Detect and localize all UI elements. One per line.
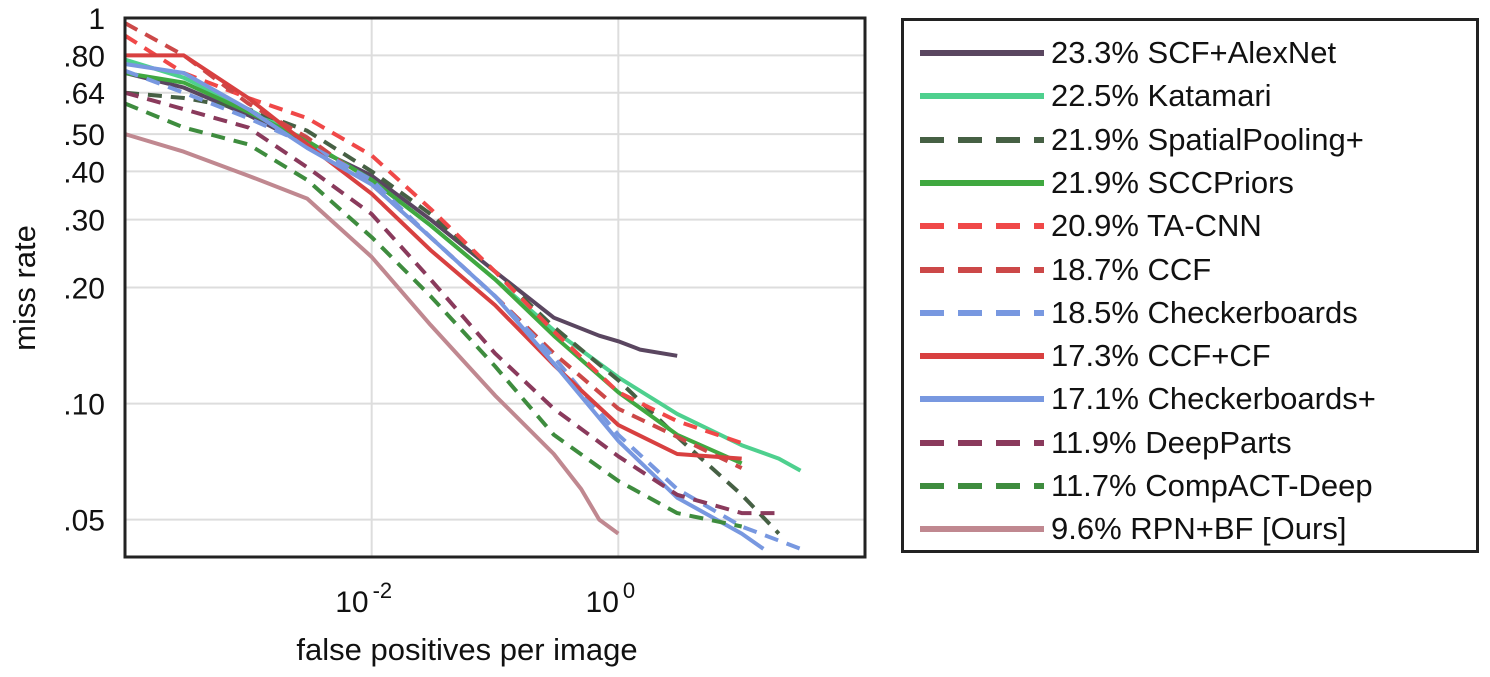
x-axis-label: false positives per image (296, 632, 637, 667)
legend-swatch (920, 396, 1044, 403)
y-axis-label: miss rate (7, 225, 42, 351)
legend-label: 11.9% DeepParts (1051, 424, 1292, 460)
grid-lines (125, 17, 865, 557)
y-tick-label: .50 (63, 119, 105, 152)
legend-item: 18.7% CCF (904, 250, 1464, 290)
legend-item: 20.9% TA-CNN (904, 206, 1464, 246)
legend-swatch (920, 179, 1044, 186)
legend-swatch (920, 136, 1044, 143)
legend-label: 21.9% SpatialPooling+ (1051, 121, 1364, 157)
y-tick-label: .40 (63, 156, 105, 189)
legend-item: 18.5% Checkerboards (904, 293, 1464, 333)
legend-item: 23.3% SCF+AlexNet (904, 33, 1464, 73)
legend-swatch (920, 266, 1044, 273)
legend-label: 21.9% SCCPriors (1051, 164, 1294, 200)
legend-item: 22.5% Katamari (904, 76, 1464, 116)
legend-swatch (920, 50, 1044, 56)
legend-label: 17.1% Checkerboards+ (1051, 381, 1376, 417)
series-layer (123, 21, 802, 551)
legend: 23.3% SCF+AlexNet 22.5% Katamari 21.9% Spa… (901, 18, 1479, 553)
y-tick-label: .64 (63, 78, 105, 111)
y-tick-label: .30 (63, 205, 105, 238)
series-line-7 (125, 53, 742, 461)
y-tick-label: .10 (63, 389, 105, 422)
legend-swatch (920, 353, 1044, 360)
legend-swatch (920, 439, 1044, 446)
series-line-2 (124, 90, 781, 535)
legend-label: 18.7% CCF (1051, 251, 1212, 287)
legend-swatch (920, 93, 1044, 100)
legend-item: 11.9% DeepParts (904, 423, 1464, 463)
series-line-11 (124, 132, 620, 536)
series-line-9 (124, 90, 779, 516)
x-axis-ticks: 10 -2 10 0 (335, 578, 635, 619)
legend-item: 9.6% RPN+BF [Ours] (904, 509, 1464, 549)
y-tick-label: 1 (88, 3, 105, 36)
x-tick-label: 10 0 (586, 578, 636, 619)
x-tick-label: 10 -2 (335, 578, 392, 619)
series-line-10 (124, 101, 743, 529)
legend-item: 17.1% Checkerboards+ (904, 379, 1464, 419)
plot-frame (123, 16, 867, 559)
legend-label: 9.6% RPN+BF [Ours] (1051, 511, 1347, 547)
legend-swatch (920, 223, 1044, 230)
legend-swatch (920, 309, 1044, 316)
chart: .05 .10 .20 .30 .40 .50 .64 .80 1 10 -2 10 0 false … (7, 3, 867, 667)
legend-label: 23.3% SCF+AlexNet (1051, 35, 1337, 70)
legend-item: 21.9% SpatialPooling+ (904, 120, 1464, 160)
legend-label: 18.5% Checkerboards (1051, 294, 1358, 330)
y-tick-label: .80 (63, 40, 105, 73)
legend-label: 17.3% CCF+CF (1051, 338, 1271, 374)
legend-swatch (920, 526, 1044, 533)
legend-swatch (920, 483, 1044, 489)
series-line-3 (124, 71, 743, 466)
series-line-8 (124, 62, 765, 551)
series-line-0 (124, 71, 678, 358)
legend-label: 11.7% CompACT-Deep (1051, 468, 1373, 503)
legend-label: 20.9% TA-CNN (1051, 208, 1262, 244)
y-tick-label: .05 (63, 505, 105, 538)
legend-item: 11.7% CompACT-Deep (904, 466, 1464, 506)
y-axis-ticks: .05 .10 .20 .30 .40 .50 .64 .80 1 (63, 3, 105, 538)
y-tick-label: .20 (63, 273, 105, 306)
series-line-6 (124, 68, 802, 551)
legend-item: 21.9% SCCPriors (904, 163, 1464, 203)
legend-item: 17.3% CCF+CF (904, 336, 1464, 376)
legend-label: 22.5% Katamari (1051, 78, 1272, 114)
